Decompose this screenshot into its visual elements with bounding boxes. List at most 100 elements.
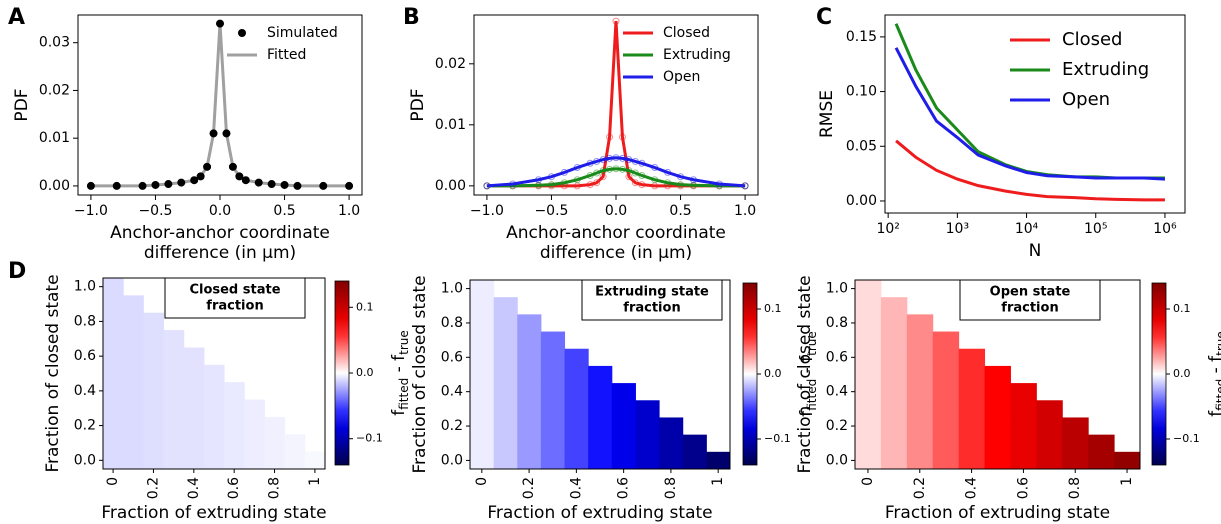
- heatmap-cell: [143, 399, 165, 418]
- data-point: [209, 129, 218, 138]
- heatmap-cell: [163, 434, 185, 453]
- legend-label: Open: [663, 69, 700, 85]
- heatmap-cell: [244, 399, 265, 418]
- heatmap-cell: [493, 417, 518, 436]
- data-point: [618, 133, 626, 141]
- data-point: [86, 181, 95, 190]
- heatmap-cell: [659, 417, 684, 436]
- data-point: [689, 181, 697, 189]
- heatmap-cell: [880, 434, 908, 453]
- data-point: [631, 157, 639, 165]
- heatmap-cell: [682, 451, 707, 470]
- y-axis-label: Fraction of closed state: [795, 275, 815, 473]
- heatmap-cell: [493, 383, 518, 401]
- data-point: [612, 165, 620, 173]
- data-point: [177, 178, 186, 187]
- heatmap-cell: [103, 364, 124, 383]
- legend-label: Closed: [663, 25, 710, 41]
- x-tick-label: 10⁴: [1015, 221, 1039, 237]
- heatmap-cell: [163, 330, 185, 348]
- x-axis-label: Fraction of extruding state: [487, 503, 712, 523]
- data-point: [241, 176, 250, 185]
- colorbar-tick-label: −0.1: [356, 432, 383, 445]
- y-tick-label: 0.0: [74, 452, 96, 468]
- x-tick-label: 1.0: [734, 203, 756, 219]
- heatmap-cell: [103, 416, 124, 435]
- legend-label: Closed: [1062, 29, 1122, 50]
- y-tick-label: 1.0: [441, 281, 463, 297]
- data-point: [535, 176, 543, 184]
- heatmap-cell: [564, 400, 589, 418]
- heatmap-cell: [1036, 417, 1063, 436]
- data-point: [560, 179, 568, 187]
- y-tick-label: 0.8: [826, 315, 848, 331]
- x-axis-label: Fraction of extruding state: [885, 503, 1110, 523]
- heatmap-cell: [224, 416, 245, 435]
- heatmap-cell: [284, 434, 306, 453]
- series-line: [486, 156, 746, 188]
- series-line: [486, 21, 746, 188]
- data-point: [593, 179, 601, 187]
- x-tick-label: 0.8: [267, 477, 283, 499]
- heatmap-cell: [611, 400, 636, 418]
- heatmap-cell: [1062, 451, 1089, 470]
- heatmap-cell: [517, 383, 542, 401]
- y-tick-label: 0.01: [39, 130, 70, 146]
- x-axis-label: Anchor-anchor coordinate: [506, 223, 726, 243]
- colorbar-label-part: true: [1214, 331, 1221, 356]
- y-tick-label: 0.4: [826, 384, 848, 400]
- data-point: [483, 182, 491, 190]
- colorbar-tick-label: 0.1: [1173, 302, 1191, 315]
- heatmap-cell: [564, 451, 589, 470]
- heatmap-cell: [470, 348, 495, 367]
- heatmap-cell: [470, 434, 495, 453]
- x-axis-label: difference (in μm): [540, 243, 692, 263]
- y-tick-label: 0.2: [74, 418, 96, 434]
- heatmap-cell: [517, 417, 542, 436]
- heatmap-cell: [932, 400, 960, 418]
- heatmap-cell: [1010, 417, 1037, 436]
- heatmap-cell: [588, 383, 613, 401]
- axes-frame: [473, 14, 759, 196]
- heatmap-cell: [855, 383, 882, 401]
- y-tick-label: 0.8: [441, 315, 463, 331]
- heatmap-cell: [958, 348, 986, 367]
- heatmap-cell: [163, 451, 185, 470]
- data-point: [651, 164, 659, 172]
- heatmap-cell: [932, 348, 960, 367]
- heatmap-cell: [635, 417, 660, 436]
- heatmap-cell: [470, 451, 495, 470]
- colorbar-label-part: - f: [1206, 355, 1221, 379]
- data-point: [638, 171, 646, 179]
- data-point: [138, 181, 147, 190]
- axes-frame: [854, 279, 1141, 470]
- colorbar: [1151, 282, 1167, 466]
- x-tick-label: 0.4: [964, 477, 980, 499]
- heatmap-cell: [906, 365, 934, 384]
- y-axis-label: PDF: [408, 88, 428, 121]
- y-tick-label: 0.00: [435, 178, 466, 194]
- data-point: [228, 162, 237, 171]
- colorbar-label-part: fitted: [805, 379, 819, 411]
- heatmap-cell: [855, 280, 882, 298]
- y-tick-label: 0.0: [441, 452, 463, 468]
- data-point: [715, 180, 723, 188]
- heatmap-cell: [244, 434, 265, 453]
- data-point: [651, 176, 659, 184]
- heatmap-cell: [588, 451, 613, 470]
- y-tick-label: 0.4: [441, 384, 463, 400]
- heatmap-cell: [1010, 383, 1037, 401]
- heatmap-cell: [183, 364, 205, 383]
- heatmap-cell: [855, 348, 882, 367]
- heatmap-cell: [103, 434, 124, 453]
- heatmap-cell: [635, 400, 660, 418]
- heatmap-cell: [203, 451, 225, 470]
- data-point: [689, 176, 697, 184]
- heatmap-cell: [540, 365, 566, 384]
- heatmap-cell: [123, 434, 144, 453]
- colorbar-tick-label: 0.0: [764, 367, 782, 380]
- data-point: [547, 181, 555, 189]
- data-point: [573, 164, 581, 172]
- heatmap-cell: [517, 348, 542, 367]
